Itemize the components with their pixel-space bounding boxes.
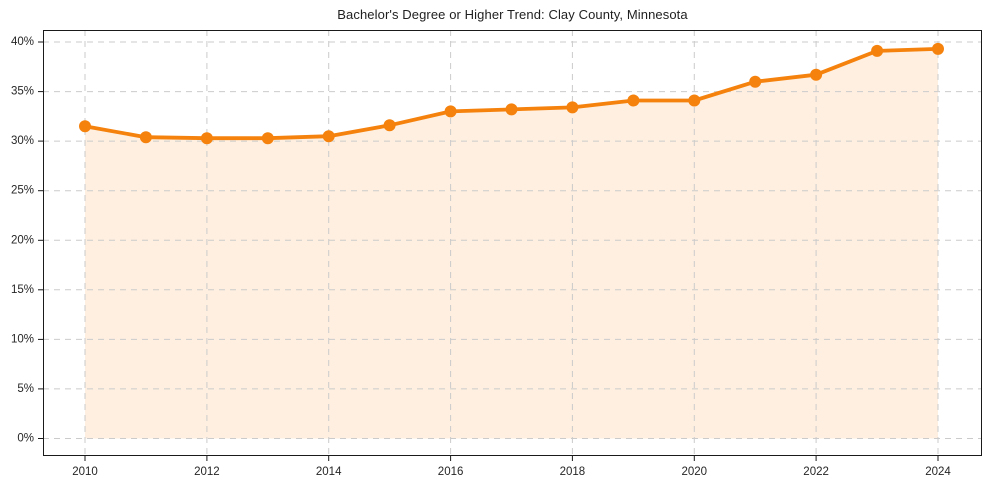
y-tick-label-10: 10% — [11, 333, 34, 345]
y-tick-label-5: 5% — [17, 383, 34, 395]
x-tick-label-2014: 2014 — [316, 466, 342, 478]
x-tick-label-2024: 2024 — [925, 466, 951, 478]
data-point-2013 — [261, 132, 274, 145]
data-point-2017 — [505, 103, 518, 116]
data-point-2011 — [139, 131, 152, 144]
data-point-2014 — [322, 130, 335, 143]
data-point-2020 — [688, 94, 701, 107]
x-tick-label-2010: 2010 — [72, 466, 98, 478]
data-point-2018 — [566, 101, 579, 114]
data-point-2015 — [383, 119, 396, 132]
y-tick-label-30: 30% — [11, 135, 34, 147]
data-point-2019 — [627, 94, 640, 107]
data-point-2021 — [749, 75, 762, 88]
data-point-2010 — [79, 120, 91, 133]
x-tick-label-2016: 2016 — [438, 466, 464, 478]
y-tick-label-20: 20% — [11, 234, 34, 246]
data-point-2016 — [444, 105, 457, 118]
y-tick-label-25: 25% — [11, 185, 34, 197]
data-point-2024 — [932, 42, 944, 55]
area-fill — [85, 48, 938, 439]
data-point-2023 — [871, 44, 884, 57]
x-tick-label-2022: 2022 — [803, 466, 829, 478]
x-tick-label-2012: 2012 — [194, 466, 220, 478]
plot-border — [43, 30, 982, 456]
y-tick-label-0: 0% — [17, 433, 34, 445]
data-point-2022 — [810, 68, 823, 81]
y-tick-label-15: 15% — [11, 284, 34, 296]
chart-title: Bachelor's Degree or Higher Trend: Clay … — [337, 7, 688, 22]
x-tick-label-2018: 2018 — [560, 466, 586, 478]
data-point-2012 — [200, 132, 213, 145]
x-tick-label-2020: 2020 — [682, 466, 708, 478]
y-tick-label-35: 35% — [11, 86, 34, 98]
y-tick-label-40: 40% — [11, 36, 34, 48]
